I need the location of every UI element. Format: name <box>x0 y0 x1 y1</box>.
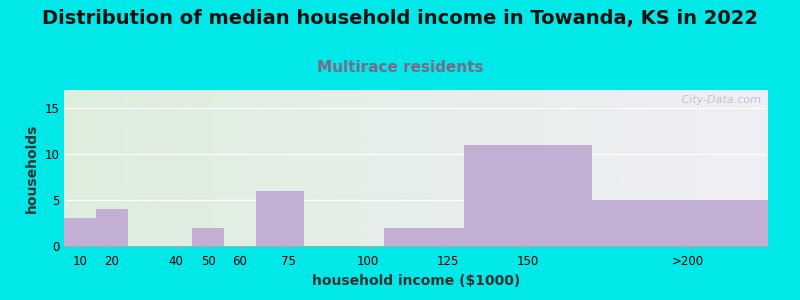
Bar <box>96 209 128 246</box>
Bar <box>192 228 224 246</box>
Text: Multirace residents: Multirace residents <box>317 60 483 75</box>
Bar <box>256 191 304 246</box>
Y-axis label: households: households <box>25 123 38 213</box>
Bar <box>384 228 464 246</box>
X-axis label: household income ($1000): household income ($1000) <box>312 274 520 288</box>
Bar <box>592 200 768 246</box>
Text: City-Data.com: City-Data.com <box>678 95 761 105</box>
Text: Distribution of median household income in Towanda, KS in 2022: Distribution of median household income … <box>42 9 758 28</box>
Bar <box>464 145 592 246</box>
Bar <box>64 218 96 246</box>
